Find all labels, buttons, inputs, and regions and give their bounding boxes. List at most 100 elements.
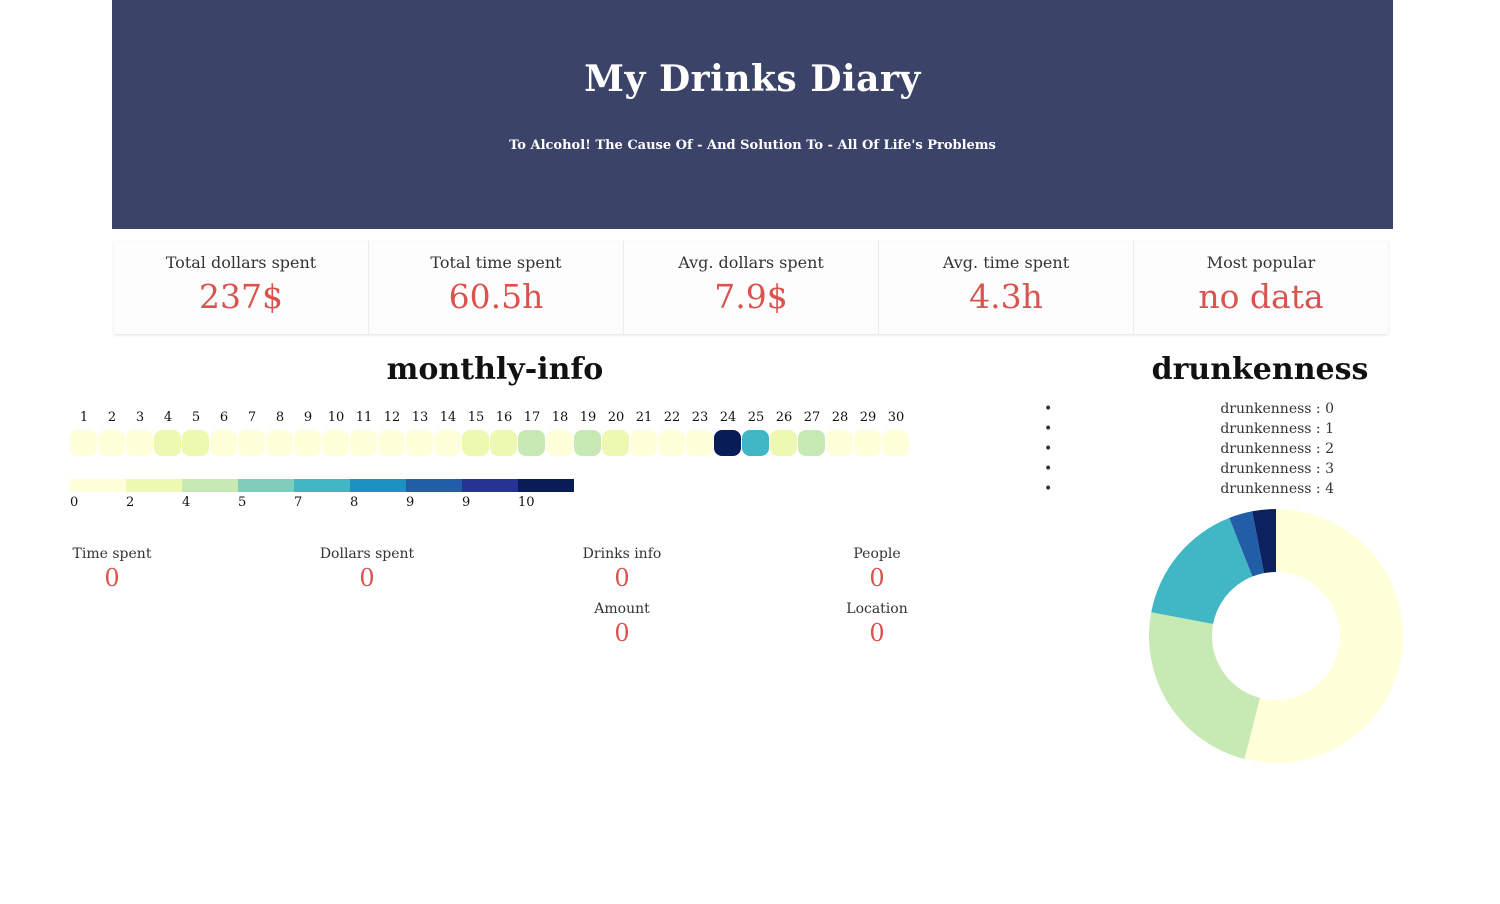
day-cell[interactable] — [266, 430, 293, 456]
donut-slice-3[interactable] — [1229, 511, 1265, 577]
stat-label: Total dollars spent — [165, 253, 317, 272]
bullet-icon: • — [1044, 441, 1053, 457]
info-dollars-spent: Dollars spent 0 — [307, 546, 427, 592]
day-number: 22 — [663, 410, 681, 425]
day-cell[interactable] — [154, 430, 181, 456]
day-cell[interactable] — [126, 430, 153, 456]
day-cell[interactable] — [882, 430, 909, 456]
stat-label: Avg. time spent — [942, 253, 1070, 272]
day-number: 30 — [887, 410, 905, 425]
donut-slice-4[interactable] — [1252, 509, 1276, 574]
info-value: 0 — [614, 564, 630, 592]
day-cell[interactable] — [742, 430, 769, 456]
day-cell[interactable] — [714, 430, 741, 456]
stat-value: 4.3h — [969, 277, 1043, 316]
day-cell[interactable] — [854, 430, 881, 456]
drunkenness-legend-label: drunkenness : 4 — [1220, 481, 1334, 497]
day-number: 4 — [163, 410, 173, 425]
day-cell[interactable] — [322, 430, 349, 456]
day-number: 27 — [803, 410, 821, 425]
day-cell[interactable] — [434, 430, 461, 456]
day-cell[interactable] — [98, 430, 125, 456]
day-number: 25 — [747, 410, 765, 425]
legend-swatch — [462, 479, 518, 492]
stat-value: 237$ — [199, 277, 283, 316]
drunkenness-legend-label: drunkenness : 0 — [1220, 401, 1334, 417]
drunkenness-legend: • drunkenness : 0 • drunkenness : 1 • drunken… — [1040, 401, 1340, 501]
donut-slice-2[interactable] — [1151, 517, 1253, 625]
info-label: Dollars spent — [319, 546, 415, 562]
info-value: 0 — [869, 619, 885, 647]
info-value: 0 — [359, 564, 375, 592]
legend-label: 7 — [294, 495, 303, 510]
donut-slice-0[interactable] — [1244, 509, 1403, 763]
drunkenness-title: drunkenness — [1151, 352, 1369, 387]
stats-bar: Total dollars spent 237$ Total time spen… — [114, 241, 1388, 334]
legend-swatch — [294, 479, 350, 492]
legend-label: 4 — [182, 495, 191, 510]
info-people: People 0 — [817, 546, 937, 592]
legend-label: 8 — [350, 495, 359, 510]
day-cell[interactable] — [182, 430, 209, 456]
page-header: My Drinks Diary To Alcohol! The Cause Of… — [112, 0, 1393, 229]
day-number: 14 — [439, 410, 457, 425]
day-number: 6 — [219, 410, 229, 425]
day-cell[interactable] — [210, 430, 237, 456]
day-cell[interactable] — [70, 430, 97, 456]
drunkenness-legend-item: • drunkenness : 4 — [1040, 481, 1340, 501]
stat-label: Total time spent — [430, 253, 562, 272]
day-cell[interactable] — [602, 430, 629, 456]
legend-swatch — [406, 479, 462, 492]
day-number: 26 — [775, 410, 793, 425]
info-label: Amount — [594, 601, 650, 617]
drunkenness-legend-label: drunkenness : 3 — [1220, 461, 1334, 477]
day-cell[interactable] — [546, 430, 573, 456]
day-cell[interactable] — [658, 430, 685, 456]
day-cell[interactable] — [518, 430, 545, 456]
info-location: Location 0 — [817, 601, 937, 647]
day-number: 24 — [719, 410, 737, 425]
day-number: 5 — [191, 410, 201, 425]
drunkenness-donut-chart — [1149, 509, 1403, 763]
drunkenness-legend-item: • drunkenness : 2 — [1040, 441, 1340, 461]
legend-swatch — [126, 479, 182, 492]
day-number: 3 — [135, 410, 145, 425]
day-number: 2 — [107, 410, 117, 425]
day-cell[interactable] — [406, 430, 433, 456]
day-cell[interactable] — [574, 430, 601, 456]
info-amount: Amount 0 — [562, 601, 682, 647]
day-cell[interactable] — [686, 430, 713, 456]
monthly-info-title: monthly-info — [386, 352, 604, 387]
day-cell[interactable] — [490, 430, 517, 456]
day-number: 20 — [607, 410, 625, 425]
day-number: 17 — [523, 410, 541, 425]
drunkenness-legend-label: drunkenness : 1 — [1220, 421, 1334, 437]
day-cell[interactable] — [238, 430, 265, 456]
stat-value: no data — [1198, 277, 1324, 316]
info-label: Location — [846, 601, 908, 617]
legend-swatch — [350, 479, 406, 492]
donut-slice-1[interactable] — [1149, 612, 1261, 760]
drunkenness-legend-item: • drunkenness : 0 — [1040, 401, 1340, 421]
day-cell[interactable] — [378, 430, 405, 456]
day-number: 19 — [579, 410, 597, 425]
bullet-icon: • — [1044, 401, 1053, 417]
day-number: 8 — [275, 410, 285, 425]
stat-label: Most popular — [1206, 253, 1316, 272]
day-cell[interactable] — [462, 430, 489, 456]
day-cell[interactable] — [826, 430, 853, 456]
legend-label: 10 — [518, 495, 535, 510]
day-cell[interactable] — [798, 430, 825, 456]
legend-swatch — [182, 479, 238, 492]
day-cell[interactable] — [294, 430, 321, 456]
legend-label: 0 — [70, 495, 79, 510]
day-cell[interactable] — [770, 430, 797, 456]
day-cell[interactable] — [630, 430, 657, 456]
legend-swatch — [518, 479, 574, 492]
day-cell[interactable] — [350, 430, 377, 456]
day-number: 18 — [551, 410, 569, 425]
legend-label: 5 — [238, 495, 247, 510]
info-value: 0 — [614, 619, 630, 647]
info-label: People — [853, 546, 901, 562]
info-label: Time spent — [72, 546, 152, 562]
